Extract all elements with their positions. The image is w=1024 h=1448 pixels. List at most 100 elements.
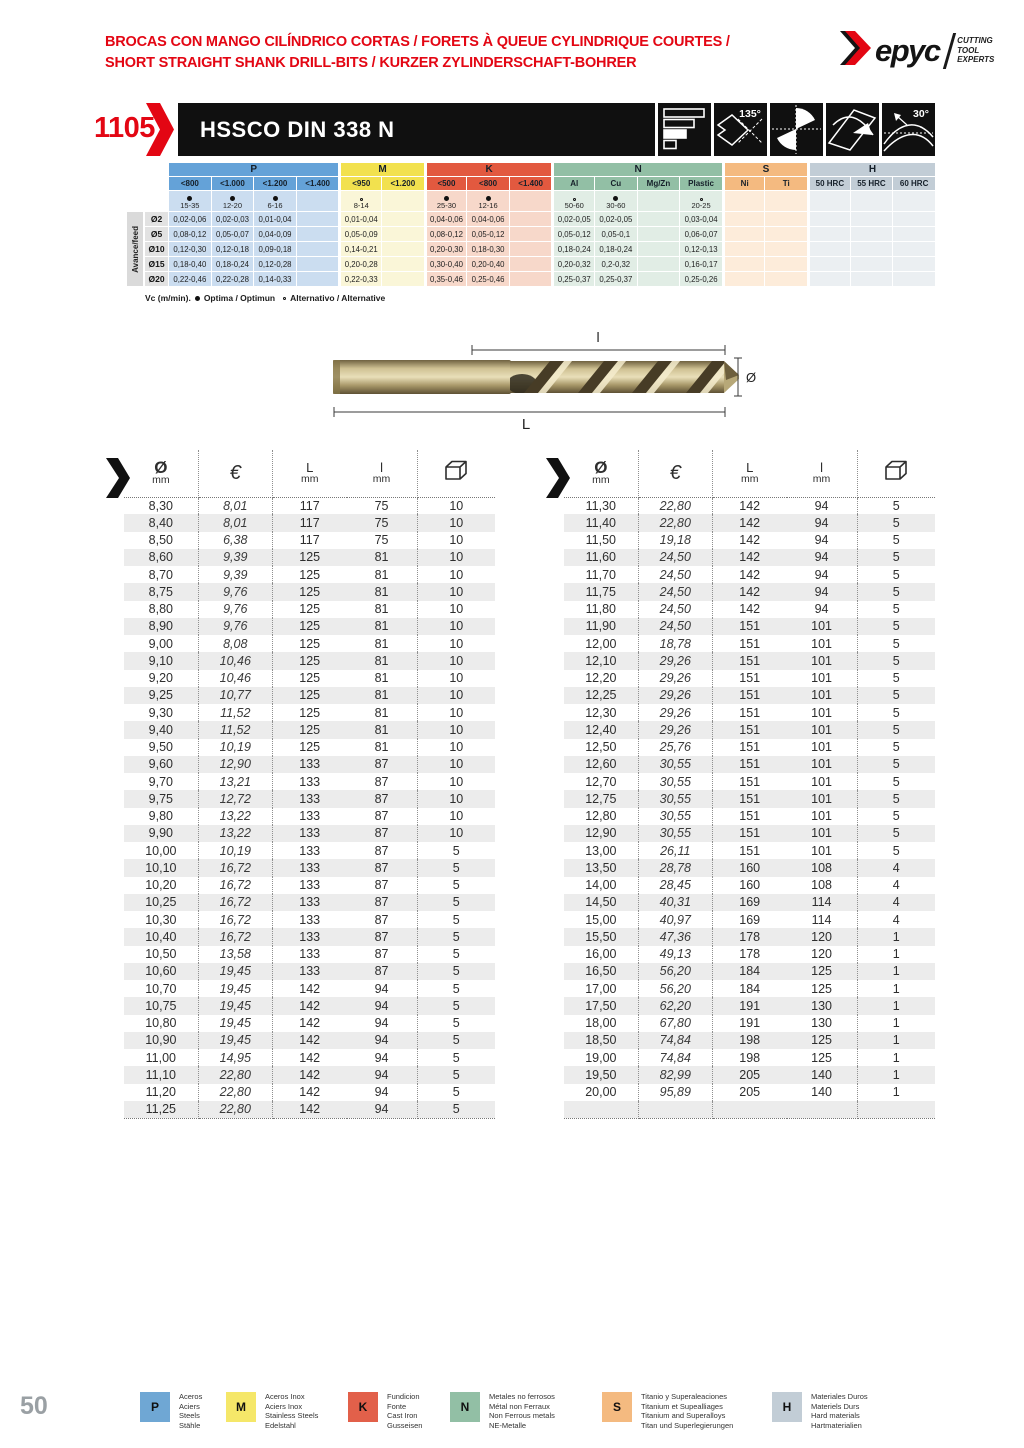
product-code: 1105: [94, 112, 155, 144]
flute-length-cell: 108: [786, 859, 858, 877]
diameter-cell: 12,20: [564, 669, 639, 687]
length-cell: 133: [299, 895, 321, 910]
column-header-diameter: Ø mm: [124, 450, 199, 498]
feed-value-cell: [850, 257, 893, 271]
material-subgroup-header: Plastic: [680, 177, 722, 190]
material-subgroup-header: <800: [169, 177, 211, 190]
price-cell: 29,26: [638, 669, 713, 687]
flute-length-cell: 94: [786, 583, 858, 601]
quantity-cell: 10: [449, 533, 464, 548]
quantity-cell: 5: [452, 1016, 460, 1031]
material-subgroup-header: Cu: [595, 177, 637, 190]
length-cell: 198: [739, 1033, 761, 1048]
diameter-cell: 8,90: [124, 617, 199, 635]
quantity-cell: 5: [892, 584, 900, 599]
flute-length-cell: 114: [786, 911, 858, 929]
length-cell: 205: [739, 1067, 761, 1082]
flute-length-cell: 101: [786, 807, 858, 825]
feed-value-cell: [509, 257, 552, 271]
quantity-cell: 4: [892, 860, 900, 875]
price-cell: 19,45: [198, 980, 273, 998]
diameter-cell: 15,00: [564, 911, 639, 929]
diameter-row-label: Ø20: [145, 272, 169, 286]
flute-length-cell: 101: [786, 652, 858, 670]
feed-value-cell: [637, 227, 680, 241]
quantity-cell: 5: [452, 895, 460, 910]
flute-length-cell: 87: [346, 859, 418, 877]
logo-divider: [942, 32, 956, 69]
brand-logo-icon: [840, 28, 874, 73]
length-cell: 151: [739, 653, 761, 668]
price-row: 11,70 24,50 142 94 5: [564, 566, 935, 584]
diameter-cell: 12,50: [564, 738, 639, 756]
length-cell: 117: [299, 533, 320, 548]
column-header-package-quantity: [417, 450, 495, 498]
black-chevron-icon: [106, 458, 130, 503]
flute-length-cell: 81: [346, 600, 418, 618]
cutting-conditions-section: Avance/feed P M K N S H <800 <1.000 <1.200 <1.400…: [127, 162, 936, 287]
cutting-speed-cell: [637, 191, 680, 211]
length-cell: 151: [739, 722, 761, 737]
diameter-cell: 8,50: [124, 531, 199, 549]
price-cell: 22,80: [638, 514, 713, 532]
flute-length-cell: 87: [346, 928, 418, 946]
price-table-right: Ø mm € L mm l mm 11,30 22,80 142 94 5 11,40 22…: [564, 450, 935, 1119]
feed-value-cell: 0,2-0,32: [595, 257, 637, 271]
feed-value-cell: 0,25-0,26: [680, 272, 722, 286]
length-cell: 151: [739, 791, 761, 806]
price-table-left: Ø mm € L mm l mm 8,30 8,01 117 75 10 8,40 8,01…: [124, 450, 495, 1119]
length-cell: 142: [272, 1100, 347, 1119]
flute-length-cell: 94: [346, 1083, 418, 1101]
diameter-cell: 12,30: [564, 704, 639, 722]
price-rows-left: 8,30 8,01 117 75 10 8,40 8,01 117 75 10 8,50 6,38 11…: [124, 497, 495, 1119]
price-cell: 95,89: [638, 1083, 713, 1101]
price-cell: 29,26: [638, 704, 713, 722]
price-row: 20,00 95,89 205 140 1: [564, 1083, 935, 1101]
diameter-cell: 11,00: [124, 1049, 199, 1067]
price-cell: 8,01: [198, 514, 273, 532]
feed-value-cell: 0,06-0,07: [680, 227, 722, 241]
flute-length-cell: 81: [346, 686, 418, 704]
length-cell: 133: [299, 878, 321, 893]
feed-value-cell: 0,02-0,05: [552, 212, 595, 226]
legend-color-box: K: [348, 1392, 378, 1422]
price-cell: 11,52: [198, 704, 273, 722]
length-cell: 133: [299, 929, 321, 944]
price-row: 8,40 8,01 117 75 10: [124, 514, 495, 532]
flute-length-cell: 101: [786, 669, 858, 687]
material-group-header: M: [339, 163, 424, 176]
quantity-cell: 10: [449, 722, 464, 737]
feed-value-cell: [296, 272, 339, 286]
feed-value-cell: [382, 272, 424, 286]
flute-length-cell: 101: [786, 617, 858, 635]
price-cell: 16,72: [198, 859, 273, 877]
alternative-ring-icon: [699, 198, 703, 201]
quantity-cell: 1: [892, 929, 900, 944]
quantity-cell: 1: [892, 1067, 900, 1082]
total-length-label: L: [522, 416, 530, 433]
flute-length-cell: 87: [346, 876, 418, 894]
diameter-cell: 9,50: [124, 738, 199, 756]
feed-value-cell: [382, 227, 424, 241]
feed-value-cell: [808, 272, 850, 286]
price-row: 16,00 49,13 178 120 1: [564, 945, 935, 963]
legend-color-box: S: [602, 1392, 632, 1422]
price-cell: 14,95: [198, 1049, 273, 1067]
flute-length-cell: 87: [346, 807, 418, 825]
price-row: 11,60 24,50 142 94 5: [564, 548, 935, 566]
diameter-cell: 10,25: [124, 893, 199, 911]
quantity-cell: 1: [892, 1085, 900, 1100]
length-cell: 125: [299, 584, 321, 599]
length-cell: 191: [739, 1016, 761, 1031]
feed-value-cell: [893, 212, 935, 226]
length-cell: 151: [739, 826, 761, 841]
price-row: 11,10 22,80 142 94 5: [124, 1066, 495, 1084]
diameter-cell: 10,80: [124, 1014, 199, 1032]
flute-length-cell: 94: [346, 1100, 418, 1119]
price-cell: 13,22: [198, 807, 273, 825]
price-cell: 13,21: [198, 773, 273, 791]
price-cell: 18,78: [638, 635, 713, 653]
flute-length-cell: 94: [346, 1031, 418, 1049]
feed-value-cell: 0,02-0,06: [169, 212, 211, 226]
quantity-cell: 10: [449, 584, 464, 599]
